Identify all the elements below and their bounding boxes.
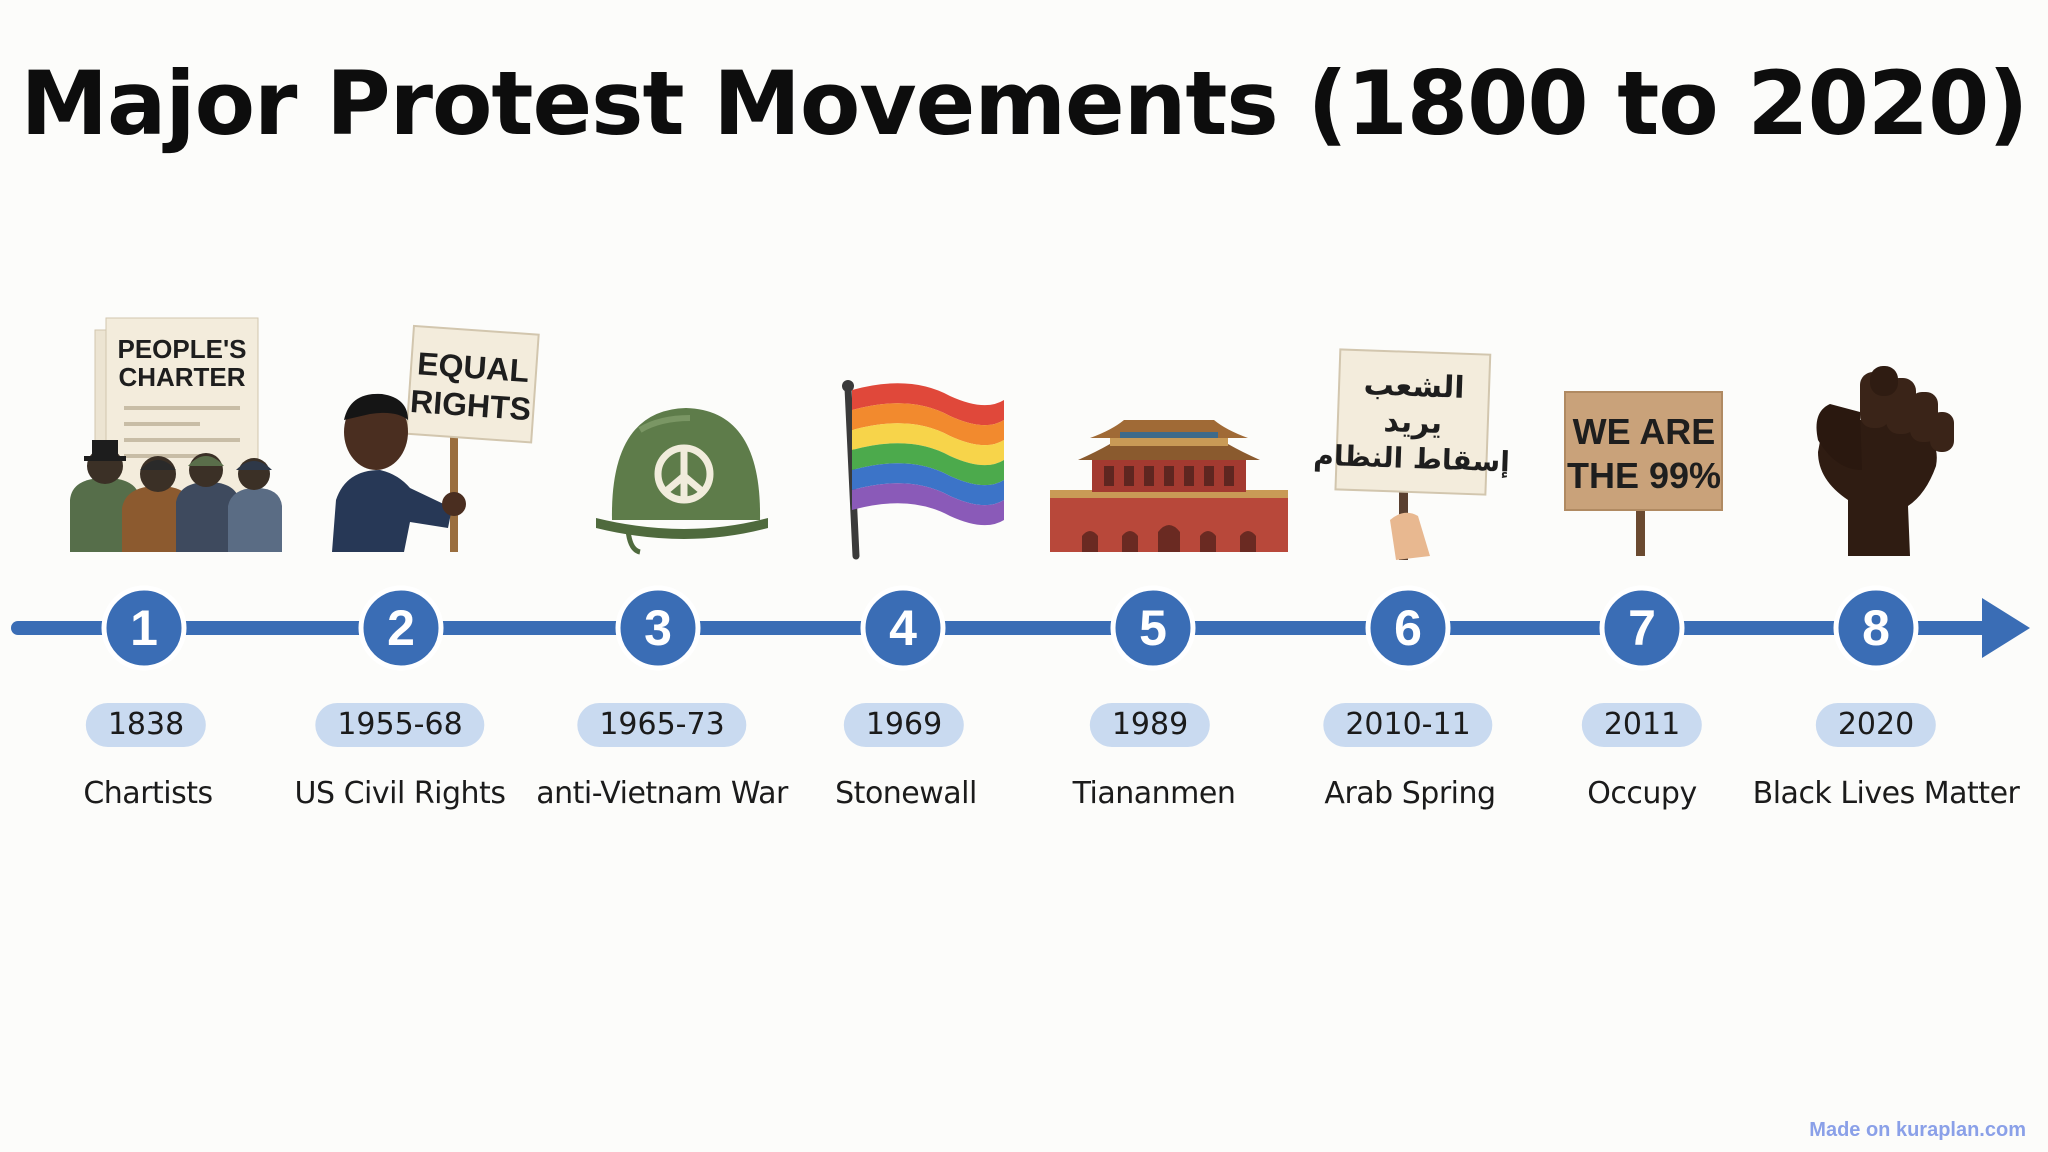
svg-text:1: 1 [130, 600, 158, 656]
equal-rights-sign-icon: EQUAL RIGHTS [332, 324, 540, 552]
year-pill-3: 1965-73 [577, 703, 747, 747]
svg-text:2: 2 [387, 600, 415, 656]
event-marker-6: 6 [1365, 585, 1451, 671]
event-marker-8: 8 [1833, 585, 1919, 671]
year-pill-4: 1969 [843, 703, 965, 747]
year-pill-5: 1989 [1089, 703, 1211, 747]
equal-rights-line-1: EQUAL [416, 345, 530, 389]
event-marker-1: 1 [101, 585, 187, 671]
charter-line-1: PEOPLE'S [118, 334, 247, 364]
svg-text:7: 7 [1628, 600, 1656, 656]
svg-text:5: 5 [1139, 600, 1167, 656]
event-name-4: Stonewall [835, 776, 977, 811]
charter-line-2: CHARTER [118, 362, 245, 392]
event-name-3: anti-Vietnam War [536, 776, 788, 811]
number-circles: 1 2 3 4 5 6 7 8 [101, 585, 1919, 671]
occupy-line-1: WE ARE [1573, 411, 1716, 452]
rainbow-flag-icon [842, 380, 1004, 560]
event-marker-4: 4 [860, 585, 946, 671]
year-pill-7: 2011 [1581, 703, 1703, 747]
event-name-6: Arab Spring [1324, 776, 1496, 811]
event-marker-2: 2 [358, 585, 444, 671]
event-name-2: US Civil Rights [294, 776, 506, 811]
year-pill-2: 1955-68 [315, 703, 485, 747]
timeline-arrowhead [1982, 598, 2030, 658]
occupy-line-2: THE 99% [1567, 455, 1721, 496]
event-name-1: Chartists [83, 776, 213, 811]
event-marker-3: 3 [615, 585, 701, 671]
tiananmen-gate-icon [1050, 420, 1288, 552]
event-marker-7: 7 [1599, 585, 1685, 671]
arabic-sign-icon: الشعب يريد إسقاط النظام [1313, 348, 1511, 560]
arabic-line-3: إسقاط النظام [1313, 439, 1511, 480]
credit-link[interactable]: Made on kuraplan.com [1809, 1119, 2026, 1141]
event-name-7: Occupy [1587, 776, 1697, 811]
year-pill-8: 2020 [1815, 703, 1937, 747]
peace-helmet-icon [596, 408, 768, 555]
we-are-the-99-sign-icon: WE ARE THE 99% [1564, 391, 1723, 556]
event-name-5: Tiananmen [1072, 776, 1236, 811]
page-title: Major Protest Movements (1800 to 2020) [20, 52, 2028, 155]
year-pill-6: 2010-11 [1323, 703, 1493, 747]
raised-fist-icon [1816, 366, 1954, 556]
peoples-charter-icon: PEOPLE'S CHARTER [70, 317, 282, 552]
arabic-line-1: الشعب [1363, 367, 1465, 405]
arabic-line-2: يريد [1383, 404, 1443, 441]
svg-text:4: 4 [889, 600, 917, 656]
event-name-8: Black Lives Matter [1752, 776, 2020, 811]
year-pill-1: 1838 [85, 703, 207, 747]
svg-text:3: 3 [644, 600, 672, 656]
svg-text:8: 8 [1862, 600, 1890, 656]
equal-rights-line-2: RIGHTS [409, 383, 532, 427]
svg-text:6: 6 [1394, 600, 1422, 656]
event-marker-5: 5 [1110, 585, 1196, 671]
